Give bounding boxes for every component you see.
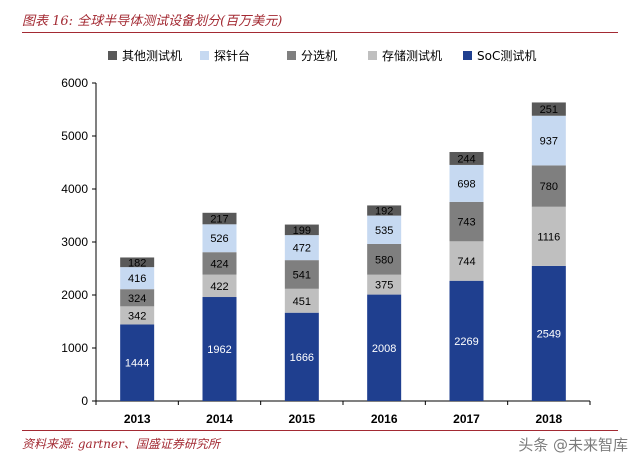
y-tick-label: 3000 bbox=[61, 235, 88, 249]
bar-value-label: 580 bbox=[375, 254, 393, 266]
legend-swatch bbox=[287, 51, 296, 60]
bar-segment bbox=[449, 280, 484, 401]
bar-value-label: 535 bbox=[375, 225, 393, 237]
legend-label: 存储测试机 bbox=[382, 48, 442, 63]
y-tick-label: 5000 bbox=[61, 129, 88, 143]
bar-segment bbox=[531, 102, 566, 116]
bar-value-label: 744 bbox=[457, 256, 475, 268]
bar-segment bbox=[202, 212, 237, 225]
y-tick-label: 4000 bbox=[61, 182, 88, 196]
bar-value-label: 217 bbox=[210, 214, 228, 226]
bar-value-label: 526 bbox=[210, 233, 228, 245]
bar-value-label: 1444 bbox=[125, 358, 149, 370]
y-tick-label: 0 bbox=[81, 394, 88, 408]
legend-label: SoC测试机 bbox=[477, 48, 536, 63]
bar-segment bbox=[284, 235, 319, 261]
bar-value-label: 1666 bbox=[290, 352, 314, 364]
legend-swatch bbox=[200, 51, 209, 60]
legend-swatch bbox=[368, 51, 377, 60]
bar-value-label: 375 bbox=[375, 280, 393, 292]
legend-swatch bbox=[108, 51, 117, 60]
bar-segment bbox=[284, 288, 319, 313]
bar-segment bbox=[202, 224, 237, 253]
x-tick-label: 2017 bbox=[453, 412, 480, 426]
bar-value-label: 199 bbox=[293, 225, 311, 237]
bar-value-label: 416 bbox=[128, 273, 146, 285]
bar-segment bbox=[120, 324, 155, 401]
legend-label: 分选机 bbox=[301, 49, 337, 63]
bar-value-label: 451 bbox=[293, 296, 311, 308]
figure-title-bar: 图表 16: 全球半导体测试设备划分(百万美元) bbox=[22, 6, 618, 33]
bar-segment bbox=[531, 165, 566, 207]
bar-value-label: 324 bbox=[128, 293, 146, 305]
bar-value-label: 2549 bbox=[537, 328, 561, 340]
bar-value-label: 1116 bbox=[537, 231, 560, 243]
y-tick-label: 6000 bbox=[61, 76, 88, 90]
legend-label: 其他测试机 bbox=[122, 48, 182, 63]
y-tick-label: 1000 bbox=[61, 341, 88, 355]
bar-value-label: 424 bbox=[210, 258, 228, 270]
bar-value-label: 244 bbox=[457, 153, 475, 165]
bar-segment bbox=[449, 241, 484, 281]
bar-segment bbox=[120, 289, 155, 307]
x-tick-label: 2018 bbox=[535, 412, 562, 426]
bar-segment bbox=[284, 312, 319, 401]
bar-segment bbox=[531, 206, 566, 266]
bar-segment bbox=[120, 257, 155, 268]
bar-segment bbox=[449, 201, 484, 242]
figure-footer: 资料来源: gartner、国盛证券研究所 bbox=[22, 430, 618, 455]
bar-segment bbox=[367, 243, 402, 275]
bar-segment bbox=[202, 297, 237, 401]
bar-value-label: 743 bbox=[457, 217, 475, 229]
bar-value-label: 541 bbox=[293, 269, 311, 281]
source-note: 资料来源: gartner、国盛证券研究所 bbox=[22, 436, 220, 451]
y-tick-label: 2000 bbox=[61, 288, 88, 302]
bar-value-label: 251 bbox=[540, 104, 558, 116]
bar-segment bbox=[531, 265, 566, 401]
x-tick-label: 2013 bbox=[124, 412, 151, 426]
bar-segment bbox=[367, 215, 402, 244]
figure-title: 图表 16: 全球半导体测试设备划分(百万美元) bbox=[22, 13, 283, 29]
bar-value-label: 182 bbox=[128, 257, 146, 269]
bar-value-label: 780 bbox=[540, 181, 558, 193]
bar-segment bbox=[120, 306, 155, 325]
bar-segment bbox=[367, 205, 402, 216]
bar-segment bbox=[367, 294, 402, 401]
x-tick-label: 2015 bbox=[288, 412, 315, 426]
bar-segment bbox=[202, 252, 237, 275]
legend-swatch bbox=[463, 51, 472, 60]
bar-value-label: 1962 bbox=[207, 344, 231, 356]
bar-value-label: 472 bbox=[293, 243, 311, 255]
bar-value-label: 698 bbox=[457, 178, 475, 190]
bar-segment bbox=[531, 115, 566, 166]
x-tick-label: 2016 bbox=[371, 412, 398, 426]
bar-value-label: 342 bbox=[128, 310, 146, 322]
bar-segment bbox=[367, 274, 402, 295]
bar-segment bbox=[284, 260, 319, 289]
watermark-text: 头条 @未来智库 bbox=[518, 436, 628, 454]
bar-segment bbox=[449, 164, 484, 202]
x-tick-label: 2014 bbox=[206, 412, 233, 426]
bar-segment bbox=[202, 274, 237, 298]
bar-value-label: 192 bbox=[375, 206, 393, 218]
bar-value-label: 937 bbox=[540, 136, 558, 148]
bar-value-label: 2008 bbox=[372, 343, 396, 355]
bar-segment bbox=[120, 267, 155, 290]
legend-label: 探针台 bbox=[214, 48, 250, 63]
bar-segment bbox=[449, 152, 484, 165]
bar-value-label: 2269 bbox=[454, 336, 478, 348]
bar-value-label: 422 bbox=[210, 281, 228, 293]
bar-segment bbox=[284, 224, 319, 236]
